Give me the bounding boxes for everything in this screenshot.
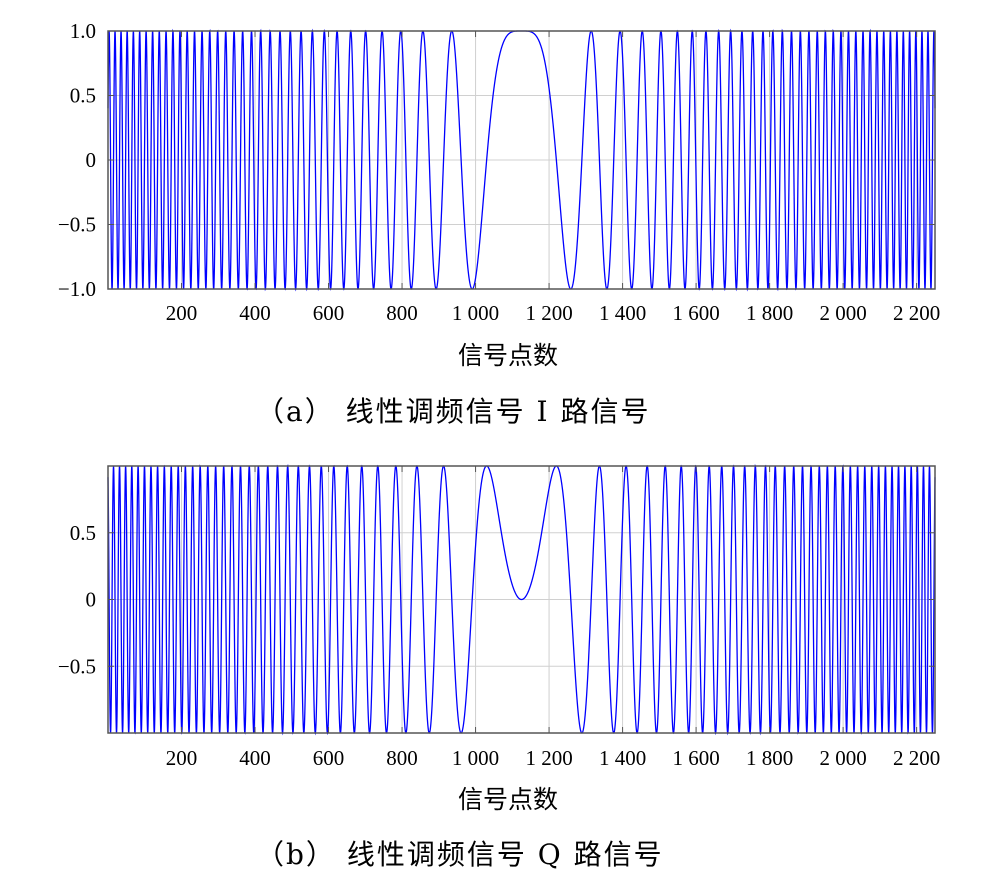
x-tick-label: 1 400 bbox=[599, 301, 646, 325]
y-tick-label: −1.0 bbox=[58, 277, 96, 301]
x-tick-label: 1 800 bbox=[746, 301, 793, 325]
chart-i-xlabel: 信号点数 bbox=[458, 341, 559, 370]
chart-q-xlabel: 信号点数 bbox=[458, 785, 559, 814]
x-tick-label: 2 200 bbox=[893, 301, 940, 325]
y-tick-label: 0.5 bbox=[70, 84, 96, 108]
x-tick-label: 800 bbox=[386, 301, 418, 325]
y-tick-label: 0 bbox=[86, 148, 97, 172]
x-tick-label: 1 400 bbox=[599, 746, 646, 770]
x-tick-label: 600 bbox=[313, 301, 345, 325]
x-tick-label: 1 800 bbox=[746, 746, 793, 770]
x-tick-label: 400 bbox=[239, 746, 271, 770]
x-tick-label: 1 600 bbox=[672, 746, 719, 770]
x-tick-label: 400 bbox=[239, 301, 271, 325]
chart-i-plot: 200 400 600 800 1 000 1 200 1 400 1 600 1 800 2 0… bbox=[58, 19, 940, 325]
x-tick-label: 2 000 bbox=[819, 301, 866, 325]
y-tick-label: −0.5 bbox=[58, 654, 96, 678]
x-tick-label: 200 bbox=[166, 301, 198, 325]
signal-line-quadrature bbox=[107, 463, 936, 736]
chart-panel-q: 200 400 600 800 1 000 1 200 1 400 1 600 1 800 2 0… bbox=[0, 445, 1005, 891]
x-tick-label: 1 600 bbox=[672, 301, 719, 325]
y-tick-label: −0.5 bbox=[58, 213, 96, 237]
x-tick-label: 1 200 bbox=[525, 301, 572, 325]
y-tick-label: 1.0 bbox=[70, 19, 96, 43]
x-tick-label: 2 200 bbox=[893, 746, 940, 770]
chart-i-caption: （a） 线性调频信号 I 路信号 bbox=[256, 395, 651, 428]
y-tick-label: 0 bbox=[86, 588, 97, 612]
chart-panel-i: 200 400 600 800 1 000 1 200 1 400 1 600 1 800 2 0… bbox=[0, 0, 1005, 440]
x-tick-label: 800 bbox=[386, 746, 418, 770]
x-tick-label: 1 200 bbox=[525, 746, 572, 770]
x-tick-label: 200 bbox=[166, 746, 198, 770]
x-tick-label: 1 000 bbox=[452, 746, 499, 770]
chart-q-plot: 200 400 600 800 1 000 1 200 1 400 1 600 1 800 2 0… bbox=[58, 463, 940, 770]
chart-q-caption: （b） 线性调频信号 Q 路信号 bbox=[256, 838, 664, 871]
x-tick-label: 2 000 bbox=[819, 746, 866, 770]
x-tick-label: 1 000 bbox=[452, 301, 499, 325]
x-tick-label: 600 bbox=[313, 746, 345, 770]
y-tick-label: 0.5 bbox=[70, 521, 96, 545]
